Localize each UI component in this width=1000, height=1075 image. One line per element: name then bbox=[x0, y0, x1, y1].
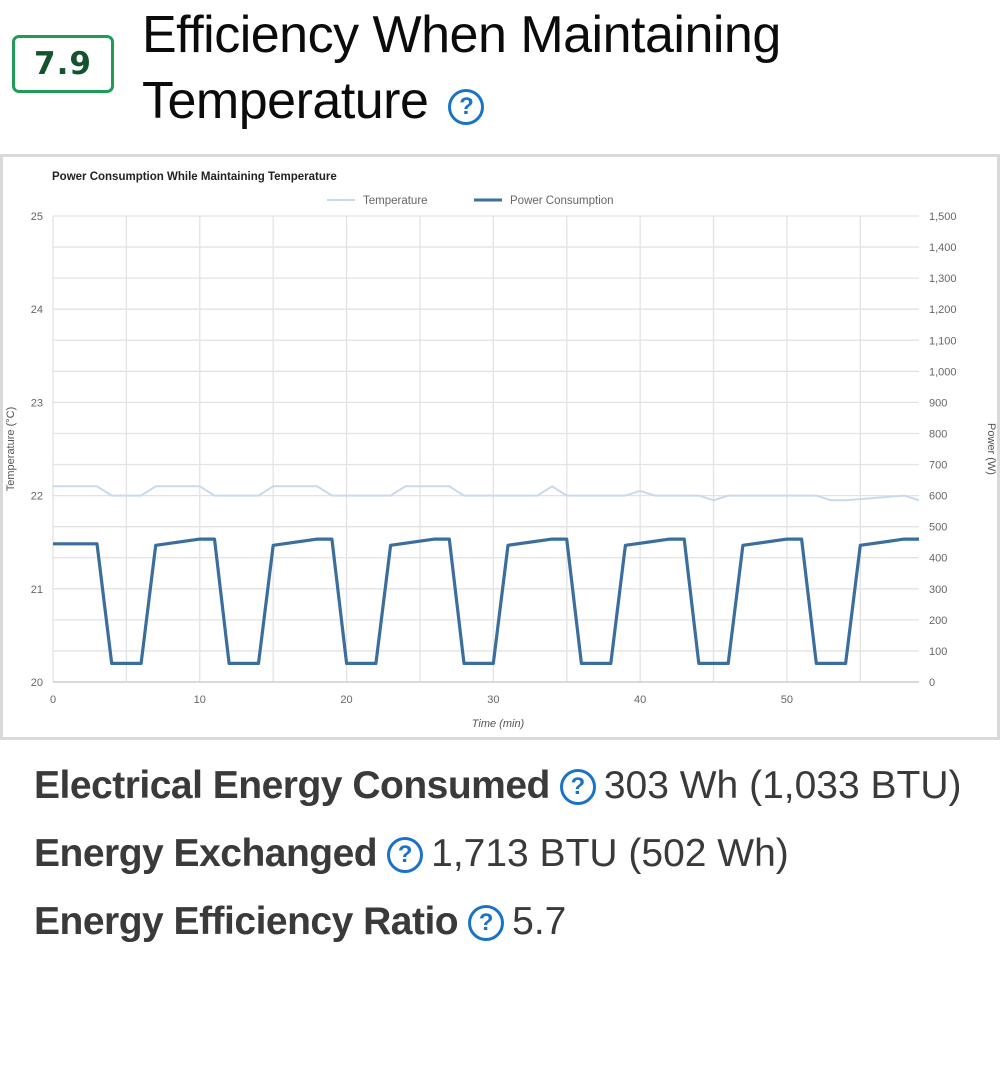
stat-value: 5.7 bbox=[512, 900, 567, 943]
power-consumption-chart: 2021222324250100200300400500600700800900… bbox=[5, 171, 997, 730]
y2-tick-label: 800 bbox=[929, 428, 947, 440]
y2-axis-label: Power (W) bbox=[985, 423, 997, 475]
stat-value: 303 Wh (1,033 BTU) bbox=[603, 764, 962, 807]
help-icon[interactable]: ? bbox=[468, 905, 505, 941]
stat-value: 1,713 BTU (502 Wh) bbox=[431, 832, 789, 875]
y-tick-label: 23 bbox=[31, 397, 43, 409]
help-icon[interactable]: ? bbox=[387, 837, 424, 873]
y2-tick-label: 0 bbox=[929, 677, 935, 689]
y2-tick-label: 1,100 bbox=[929, 335, 957, 347]
x-tick-label: 0 bbox=[50, 694, 56, 706]
legend-label-power: Power Consumption bbox=[510, 195, 614, 207]
x-axis-label: Time (min) bbox=[472, 718, 525, 730]
y2-tick-label: 700 bbox=[929, 460, 947, 472]
chart-frame bbox=[0, 154, 1000, 740]
y2-tick-label: 1,000 bbox=[929, 366, 957, 378]
y2-tick-label: 200 bbox=[929, 615, 947, 627]
section-title: Efficiency When Maintaining Temperature? bbox=[142, 2, 982, 134]
y2-tick-label: 1,300 bbox=[929, 273, 957, 285]
y2-tick-label: 1,400 bbox=[929, 242, 957, 254]
y2-tick-label: 900 bbox=[929, 397, 947, 409]
x-tick-label: 50 bbox=[781, 694, 793, 706]
help-icon[interactable]: ? bbox=[448, 89, 485, 125]
stat-label: Energy Exchanged bbox=[34, 832, 378, 875]
y2-tick-label: 1,500 bbox=[929, 211, 957, 223]
y2-tick-label: 1,200 bbox=[929, 304, 957, 316]
x-tick-label: 40 bbox=[634, 694, 646, 706]
stat-electrical-energy-consumed: Electrical Energy Consumed? 303 Wh (1,033… bbox=[34, 752, 974, 820]
y2-tick-label: 400 bbox=[929, 553, 947, 565]
y2-tick-label: 600 bbox=[929, 491, 947, 503]
y2-tick-label: 300 bbox=[929, 584, 947, 596]
power-series-line bbox=[53, 537, 919, 665]
x-tick-label: 10 bbox=[194, 694, 206, 706]
y-tick-label: 25 bbox=[31, 211, 43, 223]
stat-label: Energy Efficiency Ratio bbox=[34, 900, 459, 943]
y-tick-label: 24 bbox=[31, 304, 43, 316]
temperature-series-line bbox=[53, 485, 920, 502]
legend-label-temperature: Temperature bbox=[363, 195, 428, 207]
y-tick-label: 20 bbox=[31, 677, 43, 689]
help-icon[interactable]: ? bbox=[559, 769, 596, 805]
chart-title: Power Consumption While Maintaining Temp… bbox=[52, 171, 337, 183]
y-tick-label: 22 bbox=[31, 491, 43, 503]
stat-energy-exchanged: Energy Exchanged? 1,713 BTU (502 Wh) bbox=[34, 820, 974, 888]
y-tick-label: 21 bbox=[31, 584, 43, 596]
stat-label: Electrical Energy Consumed bbox=[34, 764, 550, 807]
stats-list: Electrical Energy Consumed? 303 Wh (1,033… bbox=[34, 752, 974, 956]
y2-tick-label: 100 bbox=[929, 646, 947, 658]
x-tick-label: 20 bbox=[340, 694, 352, 706]
y2-tick-label: 500 bbox=[929, 522, 947, 534]
y-axis-label: Temperature (°C) bbox=[5, 407, 17, 491]
score-badge: 7.9 bbox=[12, 35, 114, 93]
stat-energy-efficiency-ratio: Energy Efficiency Ratio? 5.7 bbox=[34, 888, 974, 956]
x-tick-label: 30 bbox=[487, 694, 499, 706]
section-title-text: Efficiency When Maintaining Temperature bbox=[142, 6, 781, 130]
